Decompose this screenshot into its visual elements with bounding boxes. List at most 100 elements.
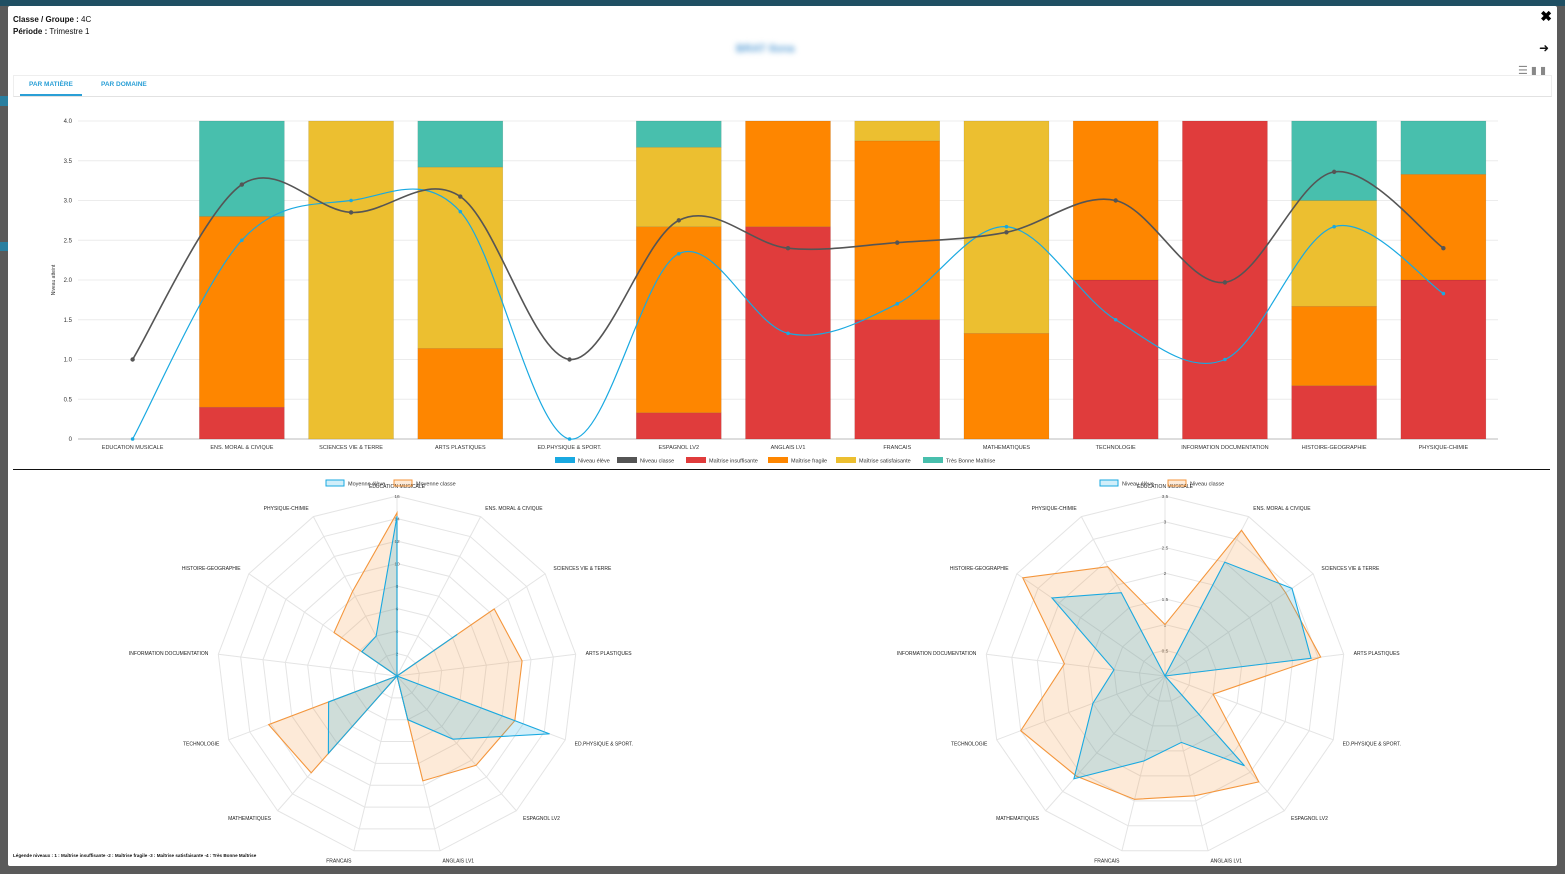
radar-grid	[351, 630, 443, 721]
radar-spoke	[1121, 675, 1166, 851]
app-topbar	[0, 0, 1565, 6]
list-icon[interactable]: ☰	[1518, 65, 1531, 77]
radar-series-eleve	[327, 516, 550, 755]
x-tick-label: EDUCATION MUSICALE	[102, 445, 164, 451]
classe-label: Classe / Groupe :	[13, 15, 79, 24]
radar-tick-label: 2	[1164, 571, 1167, 577]
legend-label: Très Bonne Maîtrise	[946, 459, 995, 465]
radar-grid	[1036, 546, 1294, 802]
bar-tres-bonne	[1291, 120, 1377, 201]
legend-swatch	[393, 479, 413, 487]
bar-fragile	[1291, 305, 1377, 386]
radar-axis-label: ED.PHYSIQUE & SPORT.	[1343, 741, 1401, 747]
data-point	[458, 209, 463, 214]
x-tick-label: ARTS PLASTIQUES	[435, 445, 486, 451]
tab-par-matiere[interactable]: PAR MATIÈRE	[20, 76, 82, 96]
radar-axis-label: HISTOIRE-GEOGRAPHIE	[950, 566, 1009, 572]
radar-tick-label: 3	[1164, 520, 1167, 526]
bar-satisfaisante	[854, 120, 940, 142]
data-point	[895, 240, 900, 245]
periode-label: Période :	[13, 27, 48, 36]
radar-grid	[329, 607, 465, 743]
legend-label: Moyenne classe	[416, 482, 456, 488]
radar-spoke	[1016, 573, 1166, 677]
x-tick-label: ESPAGNOL LV2	[658, 445, 699, 451]
radar-axis-label: ANGLAIS LV1	[1210, 858, 1242, 864]
data-point	[676, 251, 681, 256]
x-tick-label: FRANCAIS	[883, 445, 911, 451]
data-point	[240, 238, 244, 243]
legend-swatch	[686, 457, 706, 463]
radar-spoke	[1164, 675, 1209, 851]
data-point	[1004, 224, 1009, 229]
legend-note: Légende niveaux : 1 : Maîtrise insuffisa…	[13, 853, 257, 858]
radar-spoke	[218, 653, 398, 677]
radar-axis-label: INFORMATION DOCUMENTATION	[897, 651, 977, 657]
radar-axis-label: MATHEMATIQUES	[996, 816, 1040, 822]
view-toggle: ☰▮▮	[1518, 64, 1549, 77]
radar-axis-label: ANGLAIS LV1	[442, 858, 474, 864]
radar-spoke	[1164, 675, 1334, 741]
radar-spoke	[353, 675, 398, 851]
radar-axis-label: ENS. MORAL & CIVIQUE	[1253, 506, 1311, 512]
x-tick-label: HISTOIRE-GEOGRAPHIE	[1302, 445, 1367, 451]
x-tick-label: ED.PHYSIQUE & SPORT.	[537, 445, 602, 451]
legend-label: Niveau classe	[640, 459, 674, 465]
radar-grid	[262, 540, 532, 808]
y-axis-label: Niveau atteint	[51, 264, 57, 295]
tab-par-domaine[interactable]: PAR DOMAINE	[101, 81, 147, 88]
chart-modal: Classe / Groupe : 4C Période : Trimestre…	[8, 6, 1557, 866]
radar-grid	[284, 562, 510, 786]
bar-insuffisante	[199, 406, 285, 440]
legend-label: Maîtrise fragile	[791, 459, 827, 465]
data-point	[1441, 246, 1446, 251]
radar-spoke	[396, 675, 517, 812]
arrow-right-icon[interactable]: ➜	[1538, 41, 1549, 55]
data-point	[1332, 224, 1336, 229]
data-point	[130, 357, 135, 362]
close-icon[interactable]: ✖	[1540, 8, 1552, 24]
legend-swatch	[325, 479, 345, 487]
radar-grid	[1138, 649, 1192, 702]
legend-label: Niveau élève	[578, 459, 610, 465]
radar-tick-label: 1.5	[1162, 597, 1169, 603]
y-tick-label: 1.0	[64, 358, 73, 364]
x-tick-label: TECHNOLOGIE	[1096, 445, 1136, 451]
data-point	[1004, 230, 1009, 235]
data-point	[785, 246, 791, 251]
bar-chart-icon[interactable]: ▮▮	[1530, 65, 1549, 77]
bar-insuffisante	[854, 319, 940, 440]
legend-label: Maîtrise satisfaisante	[859, 459, 911, 465]
classe-line: Classe / Groupe : 4C	[13, 15, 91, 24]
bar-satisfaisante	[1291, 200, 1377, 307]
x-tick-label: ENS. MORAL & CIVIQUE	[210, 445, 273, 451]
radar-axis-label: EDUCATION MUSICALE	[369, 484, 426, 490]
x-tick-label: INFORMATION DOCUMENTATION	[1181, 445, 1268, 451]
radar-tick-label: 0.5	[1162, 648, 1169, 654]
radar-axis-label: EDUCATION MUSICALE	[1137, 484, 1194, 490]
radar-grid	[1062, 572, 1268, 777]
background-strip	[0, 242, 8, 251]
bar-insuffisante	[1291, 385, 1377, 440]
radar-axis-label: ED.PHYSIQUE & SPORT.	[575, 741, 633, 747]
radar-series-eleve	[1050, 561, 1312, 780]
data-point	[786, 331, 790, 336]
legend-swatch	[768, 457, 788, 463]
y-tick-label: 3.5	[64, 159, 73, 165]
radar-grid	[240, 517, 554, 830]
radar-series-classe	[267, 510, 523, 782]
legend-swatch	[923, 457, 943, 463]
data-point	[1113, 198, 1118, 203]
radar-axis-label: ESPAGNOL LV2	[523, 816, 560, 822]
y-tick-label: 4.0	[64, 119, 73, 125]
bar-fragile	[745, 120, 831, 227]
data-point	[458, 194, 463, 199]
divider	[13, 469, 1550, 470]
radar-grid	[1113, 624, 1217, 727]
data-point	[348, 210, 354, 215]
radar-axis-label: MATHEMATIQUES	[228, 816, 272, 822]
radar-axis-label: ARTS PLASTIQUES	[1354, 651, 1401, 657]
radar-axis-label: FRANCAIS	[326, 858, 352, 864]
radar-tick-label: 3.5	[1162, 494, 1169, 500]
data-point	[676, 218, 681, 223]
